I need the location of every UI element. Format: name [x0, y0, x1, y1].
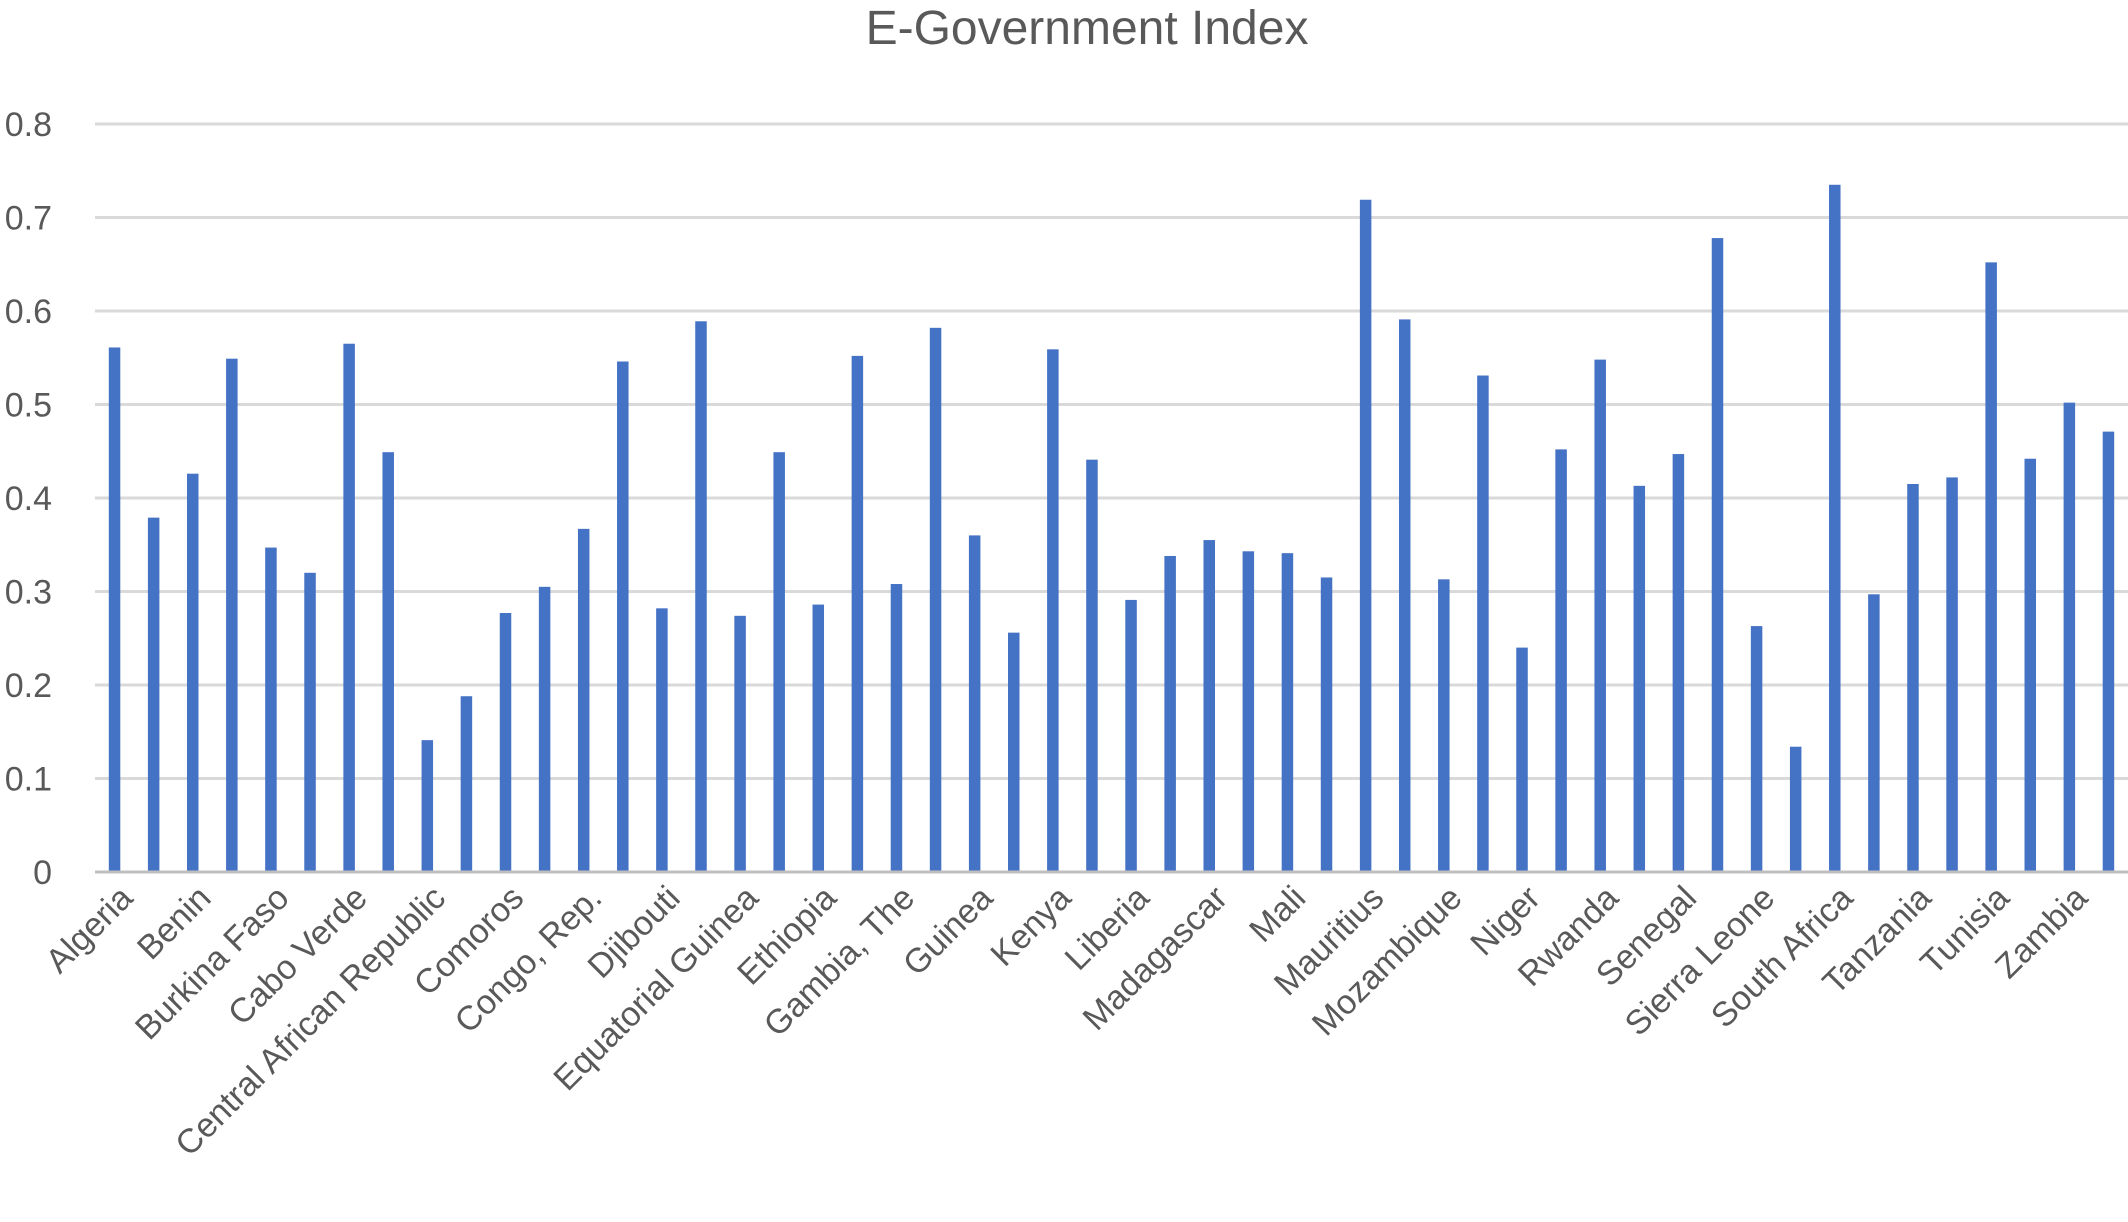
y-tick-label: 0.2	[5, 667, 52, 705]
bar	[147, 517, 160, 872]
bar	[343, 343, 355, 873]
bar	[1829, 184, 1841, 872]
bar	[1516, 647, 1528, 872]
bar	[1672, 454, 1685, 872]
bar	[1086, 459, 1098, 872]
bar	[1555, 449, 1567, 872]
gridlines	[95, 122, 2128, 780]
y-tick-label: 0.4	[5, 480, 52, 518]
x-tick-label: Guinea	[896, 879, 1000, 983]
bar	[1398, 319, 1411, 872]
bar	[1281, 553, 1294, 872]
bar	[265, 547, 277, 872]
bar	[1633, 485, 1646, 872]
bar	[1946, 477, 1958, 872]
bar	[1594, 359, 1606, 872]
bar	[890, 584, 903, 872]
bar	[304, 572, 316, 872]
bar	[2102, 431, 2115, 872]
bar	[1750, 626, 1763, 872]
bar	[108, 347, 121, 873]
bar	[929, 327, 942, 873]
x-tick-label: Kenya	[983, 879, 1078, 974]
y-tick-label: 0.7	[5, 200, 52, 238]
bar	[1985, 262, 1997, 872]
bar	[695, 321, 707, 872]
y-tick-label: 0.6	[5, 293, 52, 331]
bar	[1477, 375, 1489, 872]
bar	[734, 615, 746, 872]
bar	[1125, 599, 1137, 872]
bar	[382, 452, 394, 872]
bar	[421, 740, 434, 872]
bar	[2024, 458, 2037, 872]
bar	[1320, 577, 1333, 872]
bar	[577, 528, 590, 872]
bar	[1164, 555, 1176, 872]
bar	[1789, 746, 1802, 872]
bar	[1242, 551, 1255, 872]
bar	[1711, 238, 1724, 872]
bar	[460, 696, 473, 872]
bar	[1907, 483, 1919, 872]
bar	[538, 586, 551, 872]
bar	[2063, 402, 2076, 872]
y-axis-ticks: 0 0.1 0.2 0.3 0.4 0.5 0.6 0.7 0.8	[5, 106, 52, 892]
bar	[617, 361, 629, 872]
bar	[499, 613, 512, 872]
bar	[1008, 632, 1020, 872]
bar	[1047, 349, 1059, 873]
x-tick-label: Algeria	[38, 879, 140, 981]
bar	[968, 535, 981, 872]
bar	[812, 604, 825, 872]
y-tick-label: 0.8	[5, 106, 52, 144]
bars	[108, 184, 2115, 873]
bar	[1438, 579, 1450, 872]
bar	[1868, 594, 1880, 872]
bar	[773, 452, 785, 872]
chart-title: E-Government Index	[866, 2, 1309, 55]
bar	[226, 358, 238, 872]
y-tick-label: 0.5	[5, 387, 52, 425]
y-tick-label: 0.3	[5, 574, 52, 612]
bar	[186, 473, 199, 872]
bar	[851, 355, 864, 872]
y-tick-label: 0	[33, 854, 52, 892]
x-tick-label: Mali	[1242, 879, 1313, 950]
y-tick-label: 0.1	[5, 761, 52, 799]
bar	[656, 608, 668, 872]
bar	[1359, 199, 1372, 873]
bar	[1203, 540, 1215, 872]
